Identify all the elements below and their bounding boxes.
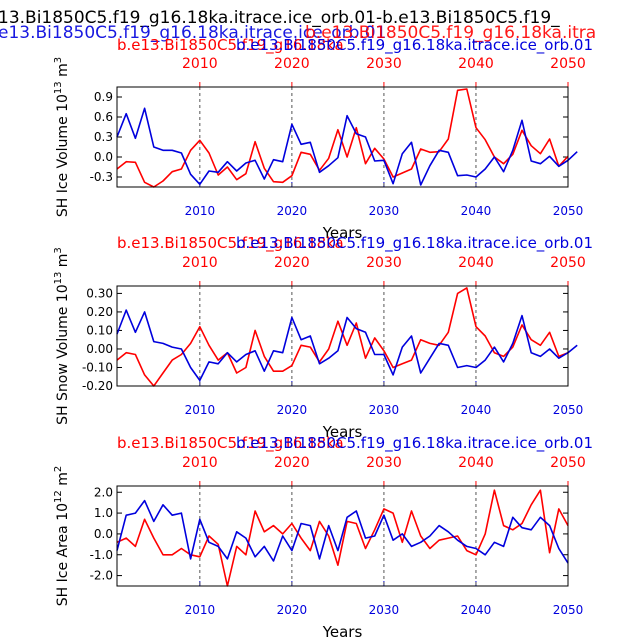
- y-axis-label-main: SH Ice Area 10: [55, 503, 71, 606]
- figure-title-black: 13.Bi1850C5.f19_g16.18ka.itrace.ice_orb.…: [0, 8, 560, 28]
- panel-ice-volume: b.e13.Bi1850C5.f19_g16.18kab.e13.Bi1850C…: [53, 36, 593, 242]
- y-axis-label-exp: 13: [53, 272, 64, 285]
- panel-title-red: b.e13.Bi1850C5.f19_g16.18ka: [117, 234, 344, 253]
- bottom-tick-label: 2020: [277, 204, 308, 218]
- series-line-red: [116, 88, 569, 188]
- bottom-tick-label: 2040: [461, 603, 492, 617]
- y-tick-label: 0.0: [94, 527, 113, 541]
- x-axis-label: Years: [322, 224, 363, 242]
- figure-title-blue: e13.Bi1850C5.f19_g16.18ka.itrace.ice_orb…: [0, 23, 386, 43]
- y-tick-label: 0.20: [86, 305, 113, 319]
- top-tick-label: 2050: [550, 255, 586, 271]
- y-tick-label: 0.00: [86, 342, 113, 356]
- y-axis-label: SH Snow Volume 1013 m3: [53, 247, 71, 425]
- y-axis-label-main: SH Snow Volume 10: [55, 284, 71, 424]
- top-tick-label: 2020: [274, 56, 310, 72]
- y-tick-label: 0.10: [86, 323, 113, 337]
- y-axis-label-unit-exp: 3: [53, 57, 64, 63]
- bottom-tick-label: 2010: [185, 603, 216, 617]
- series-line-red: [116, 489, 569, 587]
- top-tick-label: 2050: [550, 56, 586, 72]
- top-tick-label: 2040: [458, 255, 494, 271]
- panel-title-blue: b.e13.Bi1850C5.f19_g16.18ka.itrace.ice_o…: [236, 36, 593, 55]
- bottom-tick-label: 2010: [185, 204, 216, 218]
- top-tick-label: 2010: [182, 455, 218, 471]
- top-tick-label: 2020: [274, 255, 310, 271]
- top-tick-label: 2030: [366, 255, 402, 271]
- y-tick-label: -2.0: [90, 569, 113, 583]
- y-tick-label: 0.6: [94, 110, 113, 124]
- y-axis-label: SH Ice Volume 1013 m3: [53, 57, 71, 217]
- y-axis-label-unit: m: [55, 63, 71, 81]
- x-axis-label: Years: [322, 623, 363, 637]
- panel-title-red: b.e13.Bi1850C5.f19_g16.18ka: [117, 36, 344, 55]
- bottom-tick-label: 2050: [553, 403, 584, 417]
- y-axis-label-exp: 12: [53, 490, 64, 503]
- bottom-tick-label: 2050: [553, 204, 584, 218]
- bottom-tick-label: 2030: [369, 204, 400, 218]
- panel-title-red: b.e13.Bi1850C5.f19_g16.18ka: [117, 434, 344, 453]
- y-tick-label: -0.20: [82, 379, 113, 393]
- y-tick-label: 2.0: [94, 485, 113, 499]
- y-axis-label: SH Ice Area 1012 m2: [53, 466, 71, 606]
- top-tick-label: 2010: [182, 255, 218, 271]
- top-tick-label: 2030: [366, 455, 402, 471]
- plot-frame: [116, 86, 569, 188]
- y-tick-label: -1.0: [90, 548, 113, 562]
- bottom-tick-label: 2040: [461, 204, 492, 218]
- y-tick-label: 0.30: [86, 286, 113, 300]
- y-axis-label-unit: m: [55, 472, 71, 490]
- y-tick-label: -0.3: [90, 170, 113, 184]
- bottom-tick-label: 2020: [277, 403, 308, 417]
- series-line-blue: [116, 107, 578, 186]
- y-tick-label: 0.9: [94, 90, 113, 104]
- y-axis-label-unit-exp: 2: [53, 466, 64, 472]
- x-axis-label: Years: [322, 423, 363, 441]
- y-axis-label-unit: m: [55, 254, 71, 272]
- bottom-tick-label: 2020: [277, 603, 308, 617]
- y-tick-label: -0.10: [82, 360, 113, 374]
- top-tick-label: 2040: [458, 56, 494, 72]
- series-line-blue: [116, 309, 578, 382]
- plot-frame: [116, 285, 569, 387]
- panel-title-blue: b.e13.Bi1850C5.f19_g16.18ka.itrace.ice_o…: [236, 234, 593, 253]
- plot-frame: [116, 485, 569, 587]
- figure-title-red: b.e13.Bi1850C5.f19_g16.18ka.itra: [305, 23, 596, 43]
- y-axis-label-exp: 13: [53, 81, 64, 94]
- panel-ice-area: b.e13.Bi1850C5.f19_g16.18kab.e13.Bi1850C…: [53, 434, 593, 637]
- y-tick-label: 1.0: [94, 506, 113, 520]
- y-tick-label: 0.3: [94, 130, 113, 144]
- top-tick-label: 2050: [550, 455, 586, 471]
- bottom-tick-label: 2040: [461, 403, 492, 417]
- series-line-blue: [116, 499, 569, 564]
- y-tick-label: 0.0: [94, 150, 113, 164]
- panel-title-blue: b.e13.Bi1850C5.f19_g16.18ka.itrace.ice_o…: [236, 434, 593, 453]
- top-tick-label: 2010: [182, 56, 218, 72]
- bottom-tick-label: 2030: [369, 403, 400, 417]
- top-tick-label: 2020: [274, 455, 310, 471]
- bottom-tick-label: 2010: [185, 403, 216, 417]
- y-axis-label-main: SH Ice Volume 10: [55, 94, 71, 217]
- bottom-tick-label: 2050: [553, 603, 584, 617]
- panel-snow-volume: b.e13.Bi1850C5.f19_g16.18kab.e13.Bi1850C…: [53, 234, 593, 441]
- bottom-tick-label: 2030: [369, 603, 400, 617]
- top-tick-label: 2030: [366, 56, 402, 72]
- y-axis-label-unit-exp: 3: [53, 247, 64, 253]
- top-tick-label: 2040: [458, 455, 494, 471]
